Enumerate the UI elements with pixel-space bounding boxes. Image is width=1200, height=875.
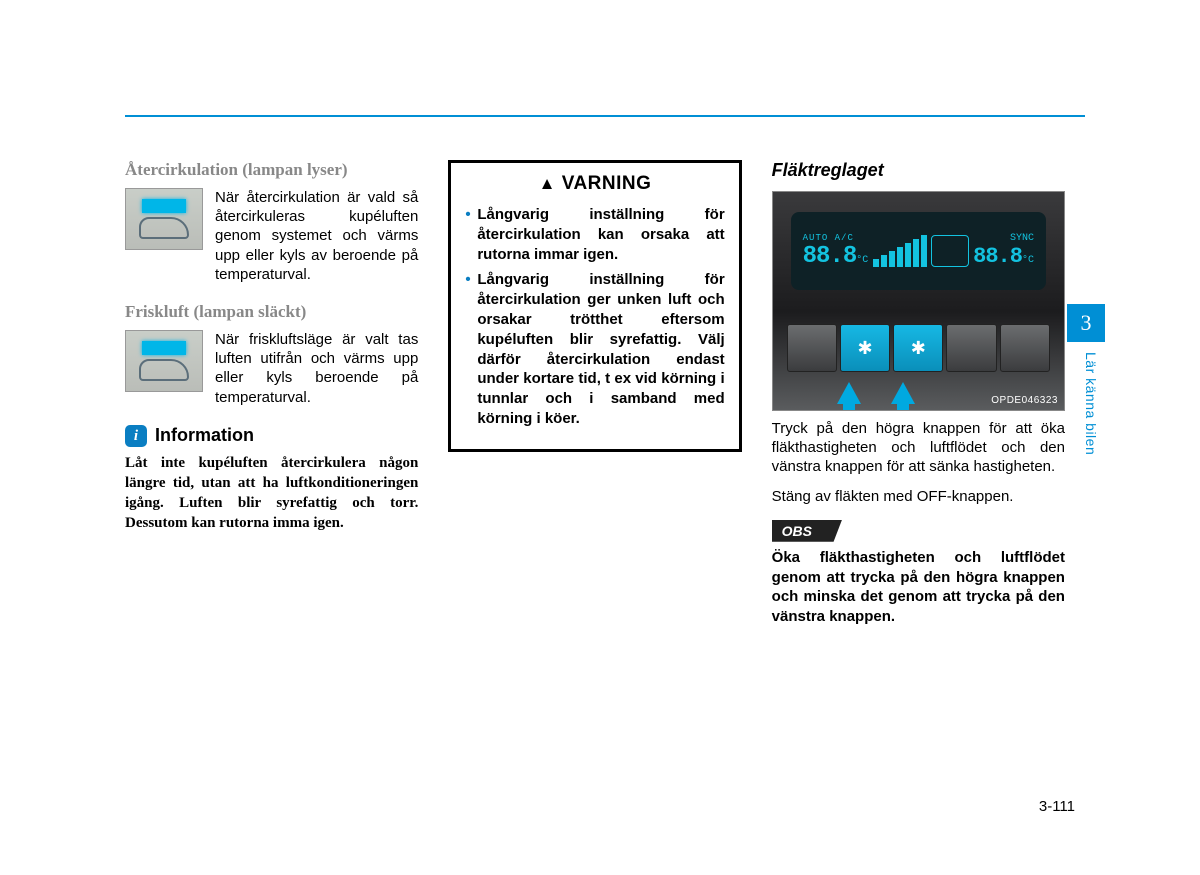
top-horizontal-rule <box>125 115 1085 117</box>
warning-box: ▲ VARNING Långvarig inställning för åter… <box>448 160 741 452</box>
fan-control-title: Fläktreglaget <box>772 160 1065 181</box>
information-heading: Information <box>155 425 254 446</box>
climate-control-photo: AUTO A/C 88.8°C SYNC 88.8°C <box>772 191 1065 411</box>
freshair-body: När friskluftsläge är valt tas luften ut… <box>215 330 418 407</box>
arrow-up-icon <box>891 382 915 404</box>
temp-right: 88.8 <box>973 244 1022 269</box>
freshair-title: Friskluft (lampan släckt) <box>125 302 418 322</box>
fan-up-button: ✱ <box>893 324 943 372</box>
display-right: SYNC 88.8°C <box>973 233 1034 269</box>
page-content: Återcirkulation (lampan lyser) När återc… <box>125 160 1065 627</box>
column-3: Fläktreglaget AUTO A/C 88.8°C <box>772 160 1065 627</box>
warning-list: Långvarig inställning för återcirkulatio… <box>465 205 724 429</box>
warning-triangle-icon: ▲ <box>539 174 556 193</box>
freshair-block: När friskluftsläge är valt tas luften ut… <box>125 330 418 407</box>
temp-left: 88.8 <box>803 243 857 270</box>
temp-left-unit: °C <box>856 255 868 266</box>
information-body: Låt inte kupéluften återcirkulera någon … <box>125 453 418 534</box>
climate-buttons-row: ✱ ✱ <box>787 324 1050 372</box>
recirculation-body: När återcirkulation är vald så återcirku… <box>215 188 418 284</box>
chapter-number: 3 <box>1081 310 1092 336</box>
temp-right-unit: °C <box>1022 255 1034 266</box>
recirculation-block: När återcirkulation är vald så återcirku… <box>125 188 418 284</box>
recirculation-title: Återcirkulation (lampan lyser) <box>125 160 418 180</box>
chapter-tab: 3 <box>1067 304 1105 342</box>
obs-badge: OBS <box>772 520 842 542</box>
fan-speed-bars-icon <box>873 235 927 267</box>
airflow-direction-icon <box>931 235 969 267</box>
warning-heading: ▲ VARNING <box>465 173 724 195</box>
climate-button <box>787 324 837 372</box>
chapter-label: Lär känna bilen <box>1083 352 1099 455</box>
fan-body-1: Tryck på den högra knappen för att öka f… <box>772 419 1065 477</box>
fan-down-button: ✱ <box>840 324 890 372</box>
column-2: ▲ VARNING Långvarig inställning för åter… <box>448 160 741 627</box>
freshair-icon <box>125 330 203 392</box>
auto-ac-label: AUTO A/C <box>803 233 869 243</box>
fan-body-2: Stäng av fläkten med OFF-knappen. <box>772 487 1065 506</box>
warning-item: Långvarig inställning för återcirkulatio… <box>465 270 724 428</box>
arrow-up-icon <box>837 382 861 404</box>
recirculation-on-icon <box>125 188 203 250</box>
sync-label: SYNC <box>973 233 1034 244</box>
climate-button <box>946 324 996 372</box>
page-number: 3-111 <box>1039 798 1075 815</box>
climate-button <box>1000 324 1050 372</box>
column-1: Återcirkulation (lampan lyser) När återc… <box>125 160 418 627</box>
information-badge-icon: i <box>125 425 147 447</box>
image-reference: OPDE046323 <box>991 395 1058 406</box>
obs-body: Öka fläkthastigheten och luftflödet geno… <box>772 548 1065 627</box>
display-left: AUTO A/C 88.8°C <box>803 233 869 270</box>
information-heading-row: i Information <box>125 425 418 447</box>
climate-display: AUTO A/C 88.8°C SYNC 88.8°C <box>791 212 1046 290</box>
warning-item: Långvarig inställning för återcirkulatio… <box>465 205 724 264</box>
warning-heading-text: VARNING <box>562 173 652 194</box>
